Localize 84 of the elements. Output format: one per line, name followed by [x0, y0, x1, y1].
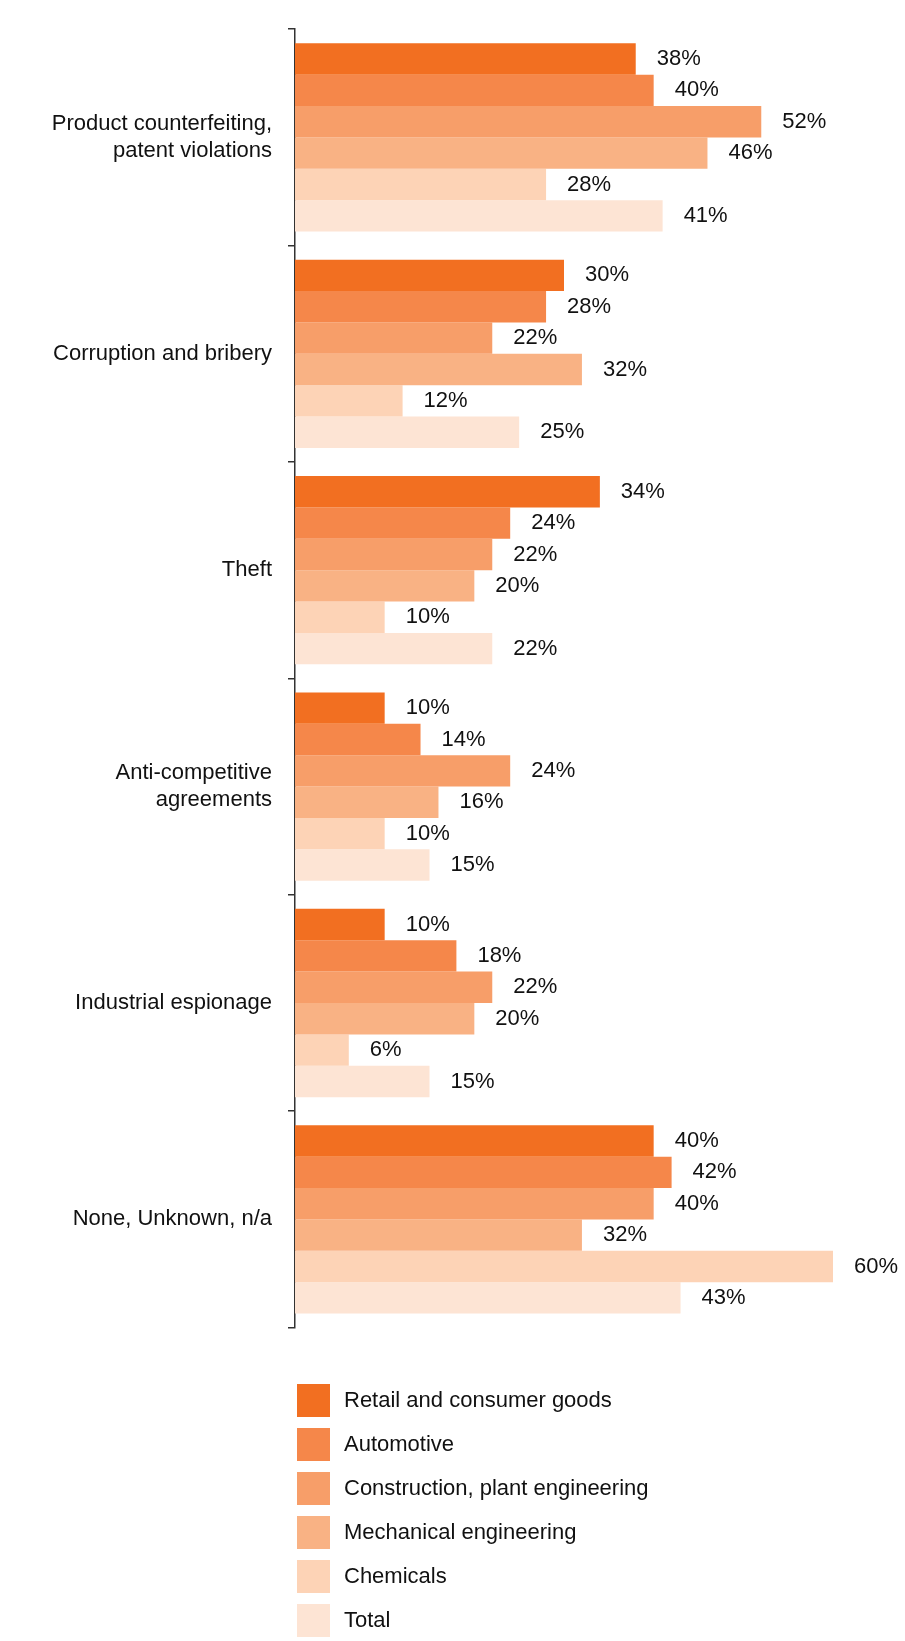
data-label: 32%: [602, 1221, 647, 1247]
bar: [295, 476, 600, 508]
y-tick-label: Anti-competitive agreements: [115, 759, 272, 811]
data-label: 10%: [405, 819, 450, 845]
legend-label: Total: [344, 1607, 391, 1633]
bar: [295, 259, 564, 292]
bar: [295, 755, 511, 787]
bar: [295, 137, 708, 169]
data-label: 12%: [423, 386, 468, 412]
data-label: 10%: [405, 694, 450, 720]
data-label: 38%: [656, 45, 701, 71]
data-label: 34%: [620, 477, 665, 503]
y-tick-label: Corruption and bribery: [53, 339, 272, 365]
bar: [295, 1188, 654, 1220]
bar: [295, 1250, 833, 1283]
data-label: 14%: [441, 725, 486, 751]
data-label: 46%: [728, 139, 773, 165]
bar: [295, 971, 493, 1003]
bar: [295, 692, 385, 724]
legend-label: Retail and consumer goods: [344, 1387, 612, 1413]
bar: [295, 817, 385, 850]
data-label: 20%: [495, 571, 540, 597]
data-label: 15%: [450, 851, 495, 877]
data-label: 22%: [513, 973, 558, 999]
data-label: 22%: [513, 634, 558, 660]
data-label: 28%: [567, 170, 612, 196]
bar: [295, 416, 520, 448]
legend-label: Mechanical engineering: [344, 1519, 577, 1545]
data-label: 15%: [450, 1067, 495, 1093]
bar: [295, 43, 636, 75]
legend-label: Chemicals: [344, 1563, 447, 1589]
bar: [295, 601, 385, 633]
bar: [295, 1034, 349, 1066]
data-label: 30%: [585, 261, 630, 287]
bar: [295, 385, 403, 417]
bar: [295, 168, 547, 201]
data-label: 40%: [674, 1127, 719, 1153]
legend-label: Construction, plant engineering: [344, 1475, 649, 1501]
data-label: 20%: [495, 1004, 540, 1030]
data-label: 24%: [531, 509, 576, 535]
bar: [295, 940, 457, 972]
y-tick-label: Product counterfeiting, patent violations: [51, 110, 272, 162]
bar: [295, 538, 493, 571]
bar: [295, 74, 654, 107]
y-tick-label: Industrial espionage: [75, 989, 272, 1015]
data-label: 43%: [701, 1283, 746, 1309]
bar: [295, 570, 475, 602]
data-label: 42%: [692, 1158, 737, 1184]
y-tick-label: None, Unknown, n/a: [72, 1205, 273, 1231]
bar: [295, 632, 493, 665]
bar: [295, 723, 421, 756]
bar: [295, 1003, 475, 1035]
data-label: 10%: [405, 910, 450, 936]
data-label: 40%: [674, 76, 719, 102]
bar: [295, 353, 582, 386]
bar: [295, 1065, 430, 1098]
data-label: 40%: [674, 1189, 719, 1215]
bar: [295, 507, 511, 539]
bar: [295, 908, 385, 941]
bar: [295, 1156, 672, 1189]
data-label: 16%: [459, 788, 504, 814]
bar: [295, 1125, 654, 1157]
data-label: 32%: [602, 355, 647, 381]
data-label: 6%: [369, 1036, 402, 1062]
data-label: 60%: [854, 1252, 899, 1278]
data-label: 24%: [531, 756, 576, 782]
bar: [295, 200, 663, 232]
data-label: 25%: [540, 418, 585, 444]
bar: [295, 1219, 582, 1251]
data-label: 22%: [513, 540, 558, 566]
data-label: 22%: [513, 324, 558, 350]
data-label: 52%: [782, 107, 827, 133]
y-tick-label: Theft: [221, 556, 272, 582]
data-label: 41%: [683, 201, 728, 227]
data-label: 10%: [405, 603, 450, 629]
bar: [295, 322, 493, 354]
bar: [295, 1282, 681, 1314]
bar: [295, 849, 430, 881]
bar: [295, 291, 547, 323]
bar: [295, 786, 439, 818]
data-label: 18%: [477, 942, 522, 967]
bar: [295, 106, 762, 138]
legend-label: Automotive: [344, 1431, 455, 1457]
data-label: 28%: [567, 292, 612, 318]
